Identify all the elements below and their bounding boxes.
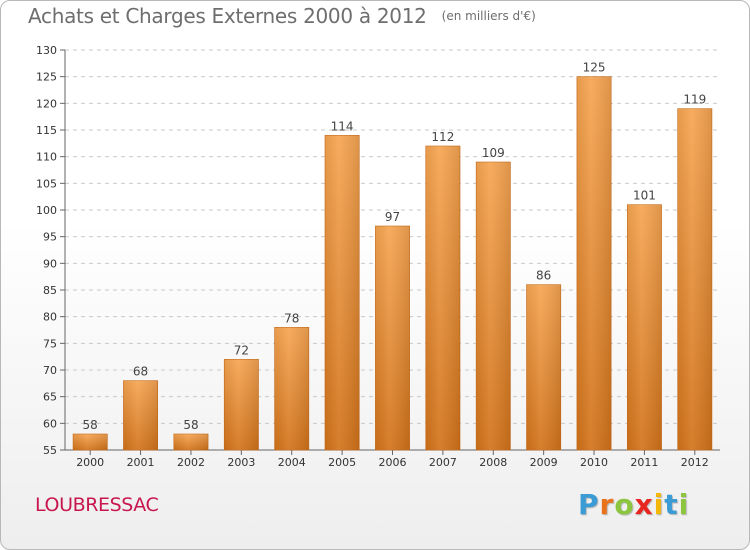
brand-letter: i xyxy=(653,488,665,521)
chart-subtitle: (en milliers d'€) xyxy=(441,9,536,23)
bar-shade xyxy=(526,284,561,450)
y-tick-label: 80 xyxy=(43,311,57,324)
bar-shade xyxy=(375,226,410,450)
bar-shade xyxy=(476,162,511,450)
brand-letter: o xyxy=(614,488,635,521)
y-tick-label: 120 xyxy=(36,97,57,110)
y-tick-label: 110 xyxy=(36,151,57,164)
bar-shade xyxy=(627,204,662,450)
bar-value-label: 119 xyxy=(683,93,706,107)
y-tick-label: 65 xyxy=(43,391,57,404)
commune-name: LOUBRESSAC xyxy=(35,494,159,516)
y-tick-label: 100 xyxy=(36,204,57,217)
x-tick-label: 2004 xyxy=(278,456,306,469)
bar-value-label: 86 xyxy=(536,269,551,283)
bar-shade xyxy=(123,380,158,450)
proxiti-logo[interactable]: Proxiti xyxy=(578,488,689,521)
bar-value-label: 109 xyxy=(482,146,505,160)
x-tick-label: 2010 xyxy=(580,456,608,469)
x-tick-label: 2007 xyxy=(429,456,457,469)
bar-value-label: 125 xyxy=(583,61,606,75)
x-tick-label: 2000 xyxy=(76,456,104,469)
bar-shade xyxy=(324,135,360,451)
y-tick-label: 60 xyxy=(43,417,57,430)
bar-shade xyxy=(173,434,209,450)
brand-letter: i xyxy=(678,488,690,521)
chart-title-block: Achats et Charges Externes 2000 à 2012 (… xyxy=(28,4,536,28)
y-tick-label: 70 xyxy=(43,364,57,377)
x-tick-label: 2001 xyxy=(127,456,155,469)
y-tick-label: 115 xyxy=(36,124,57,137)
bar-value-label: 101 xyxy=(633,189,656,203)
y-tick-label: 75 xyxy=(43,337,57,350)
x-tick-label: 2011 xyxy=(630,456,658,469)
y-tick-label: 130 xyxy=(36,44,57,57)
bars xyxy=(72,76,713,451)
x-tick-label: 2002 xyxy=(177,456,205,469)
x-tick-label: 2012 xyxy=(681,456,709,469)
y-tick-label: 85 xyxy=(43,284,57,297)
bar-value-label: 68 xyxy=(133,365,148,379)
bar-shade xyxy=(73,434,108,450)
x-tick-label: 2009 xyxy=(530,456,558,469)
bar-shade xyxy=(576,76,612,451)
y-tick-label: 95 xyxy=(43,231,57,244)
bar-shade xyxy=(224,359,259,450)
y-tick-label: 105 xyxy=(36,177,57,190)
bar-shade xyxy=(425,146,461,450)
bar-shade xyxy=(677,108,712,451)
brand-letter: P xyxy=(578,488,600,521)
bar-value-label: 72 xyxy=(234,343,249,357)
bar-shade xyxy=(274,327,309,450)
brand-letter: r xyxy=(599,488,615,521)
brand-letter: t xyxy=(664,488,679,521)
chart-title: Achats et Charges Externes 2000 à 2012 xyxy=(28,4,427,28)
bar-value-label: 58 xyxy=(83,418,98,432)
labels: 55 60 65 70 75 80 85 90 95 100 105 110 115 120 125 130 5… xyxy=(36,44,709,469)
y-tick-label: 55 xyxy=(43,444,57,457)
x-tick-label: 2005 xyxy=(328,456,356,469)
bar-value-label: 112 xyxy=(431,130,454,144)
x-tick-label: 2003 xyxy=(227,456,255,469)
bar-value-label: 114 xyxy=(331,119,354,133)
x-tick-label: 2006 xyxy=(379,456,407,469)
x-tick-label: 2008 xyxy=(479,456,507,469)
y-tick-label: 90 xyxy=(43,257,57,270)
brand-letter: x xyxy=(634,488,654,521)
bar-value-label: 58 xyxy=(183,418,198,432)
bar-value-label: 97 xyxy=(385,210,400,224)
y-tick-label: 125 xyxy=(36,71,57,84)
bar-value-label: 78 xyxy=(284,311,299,325)
